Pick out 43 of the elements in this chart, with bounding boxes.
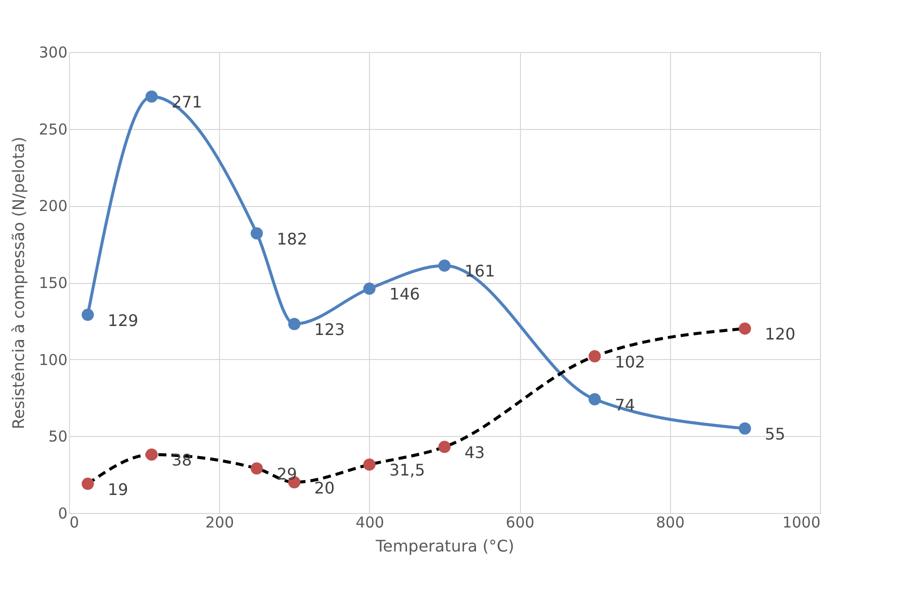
y-tick-label: 150 [38, 274, 68, 292]
x-axis-title: Temperatura (°C) [374, 536, 514, 556]
y-axis-title: Resistência à compressão (N/pelota) [8, 136, 28, 430]
point [438, 259, 451, 272]
x-tick-label: 200 [205, 514, 234, 532]
data-label: 31,5 [389, 460, 426, 480]
data-label: 161 [464, 262, 496, 281]
point [82, 308, 94, 321]
point [738, 322, 752, 335]
y-tick-label: 200 [38, 197, 68, 216]
data-label: 123 [314, 320, 345, 339]
data-label: 129 [108, 310, 138, 330]
data-label: 102 [614, 352, 646, 372]
x-tick-label: 600 [506, 514, 534, 532]
data-label: 120 [764, 324, 796, 344]
point [288, 318, 300, 330]
data-label: 43 [464, 442, 485, 462]
data-label: 146 [389, 284, 420, 304]
point [145, 90, 158, 103]
point [250, 462, 263, 475]
point [82, 478, 94, 490]
data-label: 29 [276, 464, 298, 484]
y-tick-label: 100 [38, 350, 68, 369]
data-label: 55 [764, 424, 786, 444]
data-label: 182 [276, 229, 308, 248]
data-label: 20 [314, 478, 335, 498]
y-tick-label: 250 [38, 120, 68, 138]
point [738, 422, 752, 435]
data-label: 19 [108, 480, 128, 499]
data-label: 271 [172, 92, 202, 112]
y-tick-label: 300 [38, 44, 68, 62]
x-tick-label: 1000 [782, 514, 820, 532]
x-tick-label: 800 [656, 514, 685, 532]
point [363, 458, 376, 471]
x-tick-label: 400 [356, 514, 384, 532]
point [438, 440, 451, 454]
point [145, 448, 158, 461]
point [250, 227, 263, 240]
point [588, 350, 601, 362]
point [588, 393, 601, 406]
x-tick-label: 0 [70, 514, 80, 532]
point [363, 282, 376, 295]
y-tick-label: 50 [48, 428, 68, 446]
